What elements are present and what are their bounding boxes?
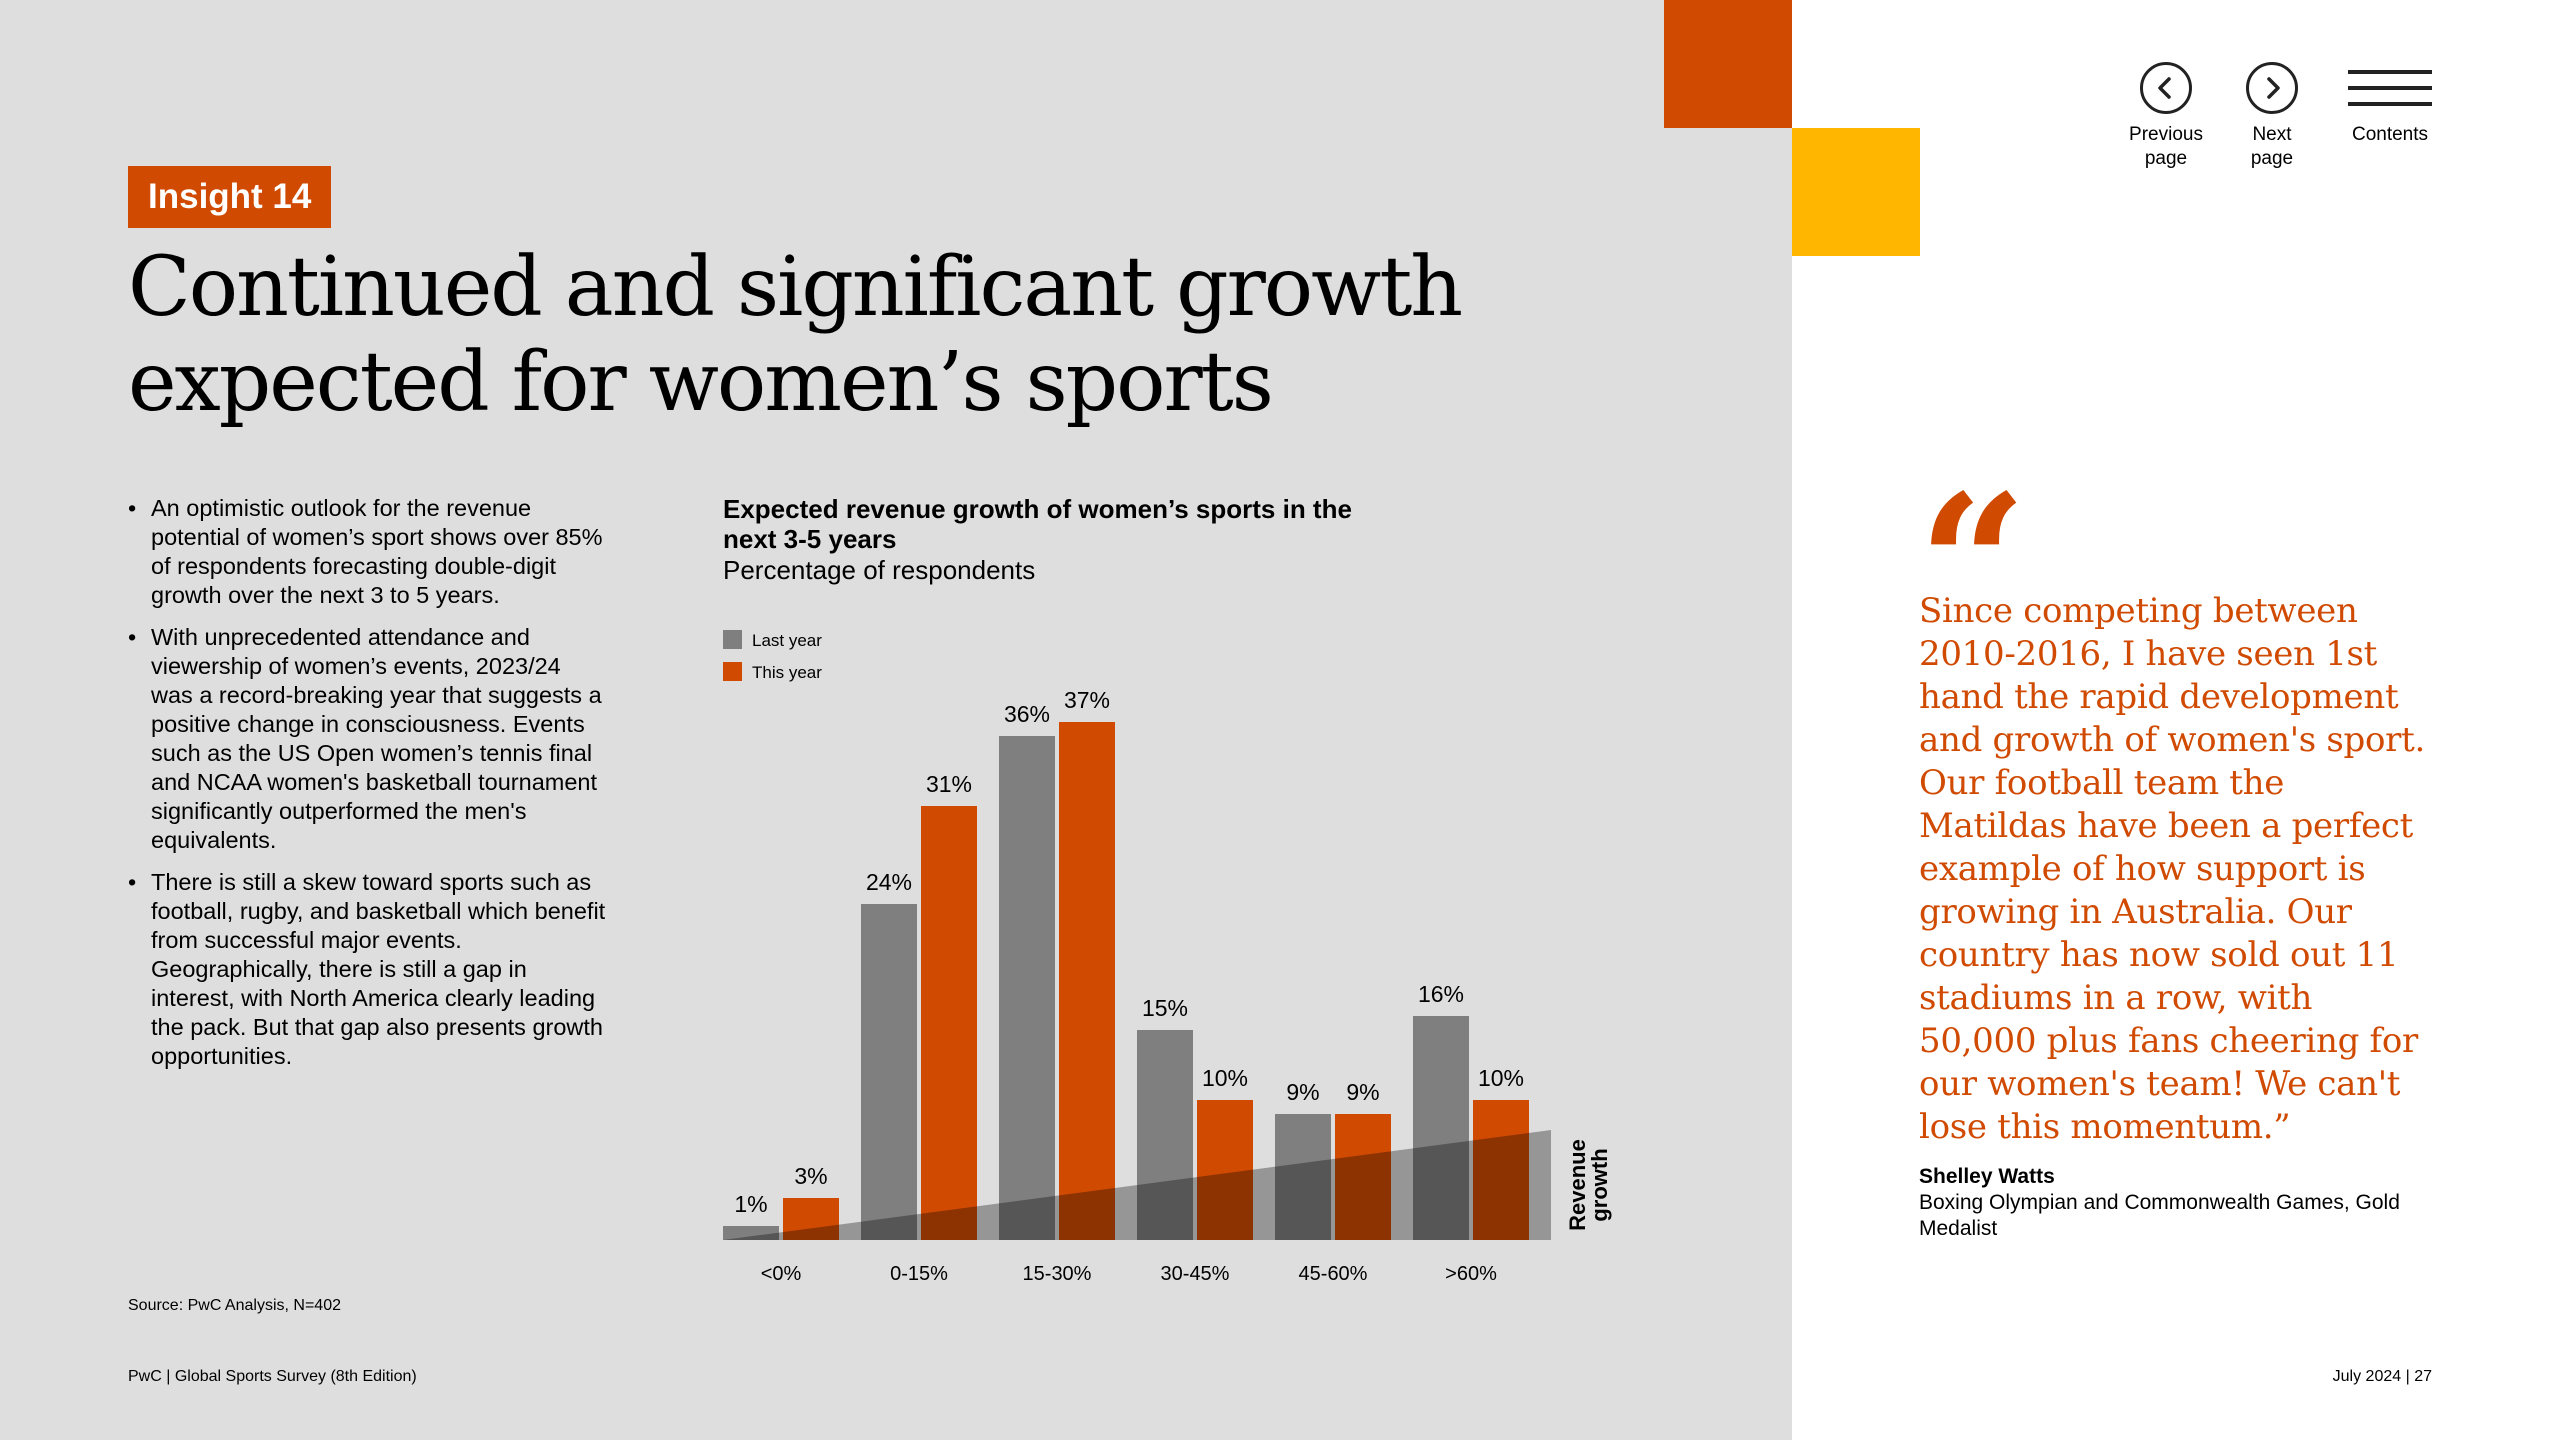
previous-page-button[interactable]: Previous page	[2120, 62, 2212, 171]
bullet-item: With unprecedented attendance and viewer…	[128, 623, 608, 855]
data-label: 24%	[866, 869, 912, 895]
legend-label: This year	[752, 663, 822, 682]
previous-page-label: Previous page	[2129, 124, 2203, 169]
bullet-item: An optimistic outlook for the revenue po…	[128, 494, 608, 610]
quote-author: Shelley Watts	[1919, 1165, 2055, 1188]
category-label: 15-30%	[1023, 1263, 1092, 1285]
quote-author-role: Boxing Olympian and Commonwealth Games, …	[1919, 1191, 2400, 1240]
data-label: 37%	[1064, 687, 1110, 713]
category-label: 0-15%	[890, 1263, 948, 1285]
chevron-left-icon	[2140, 62, 2192, 114]
bar-last-year	[999, 736, 1055, 1240]
next-page-button[interactable]: Next page	[2236, 62, 2308, 171]
revenue-growth-chart: Last year This year 1% 3% <0% 24% 31% 0-15% 36% 3…	[723, 630, 1612, 1285]
data-label: 1%	[734, 1191, 767, 1217]
bullet-list: An optimistic outlook for the revenue po…	[128, 494, 608, 1084]
data-label: 10%	[1202, 1065, 1248, 1091]
insight-tag: Insight 14	[128, 166, 332, 228]
category-label: >60%	[1445, 1263, 1497, 1285]
bullet-item: There is still a skew toward sports such…	[128, 868, 608, 1071]
chevron-right-icon	[2246, 62, 2298, 114]
category-label: 30-45%	[1161, 1263, 1230, 1285]
quote-text: Since competing between 2010-2016, I hav…	[1919, 591, 2425, 1147]
data-label: 31%	[926, 771, 972, 797]
bar-last-year	[723, 1226, 779, 1240]
decorative-orange-square	[1664, 0, 1792, 128]
contents-label: Contents	[2351, 124, 2429, 145]
axis-label: Revenuegrowth	[1565, 1139, 1612, 1231]
legend-swatch-this-year	[723, 662, 742, 681]
legend-label: Last year	[752, 631, 822, 650]
bar-this-year	[1197, 1100, 1253, 1240]
quote-panel	[1792, 0, 2560, 1440]
data-label: 16%	[1418, 981, 1464, 1007]
footer-date-page: July 2024 | 27	[2332, 1368, 2432, 1385]
source-note: Source: PwC Analysis, N=402	[128, 1297, 341, 1314]
data-label: 3%	[794, 1163, 827, 1189]
decorative-yellow-square	[1792, 128, 1920, 256]
page-title: Continued and significant growth expecte…	[128, 240, 1528, 430]
bar-this-year	[783, 1198, 839, 1240]
data-label: 15%	[1142, 995, 1188, 1021]
category-label: 45-60%	[1299, 1263, 1368, 1285]
data-label: 9%	[1346, 1079, 1379, 1105]
data-label: 9%	[1286, 1079, 1319, 1105]
chart-subtitle: Percentage of respondents	[723, 555, 1036, 585]
menu-icon	[2348, 62, 2432, 114]
chart-title: Expected revenue growth of women’s sport…	[723, 494, 1352, 554]
data-label: 36%	[1004, 701, 1050, 727]
category-label: <0%	[761, 1263, 802, 1285]
legend-swatch-last-year	[723, 630, 742, 649]
growth-wedge	[723, 1130, 1551, 1240]
page-title-line2: expected for women’s sports	[128, 335, 1274, 430]
bar-this-year	[1335, 1114, 1391, 1240]
bar-last-year	[861, 904, 917, 1240]
bar-last-year	[1413, 1016, 1469, 1240]
bar-last-year	[1137, 1030, 1193, 1240]
next-page-label: Next page	[2250, 124, 2294, 169]
bar-last-year	[1275, 1114, 1331, 1240]
quote-mark-icon: “	[1918, 453, 2028, 676]
contents-button[interactable]: Contents	[2340, 62, 2440, 147]
footer-publication: PwC | Global Sports Survey (8th Edition)	[128, 1368, 417, 1385]
data-label: 10%	[1478, 1065, 1524, 1091]
bar-this-year	[1059, 722, 1115, 1240]
bar-this-year	[921, 806, 977, 1240]
page-title-line1: Continued and significant growth	[128, 240, 1463, 335]
bar-this-year	[1473, 1100, 1529, 1240]
